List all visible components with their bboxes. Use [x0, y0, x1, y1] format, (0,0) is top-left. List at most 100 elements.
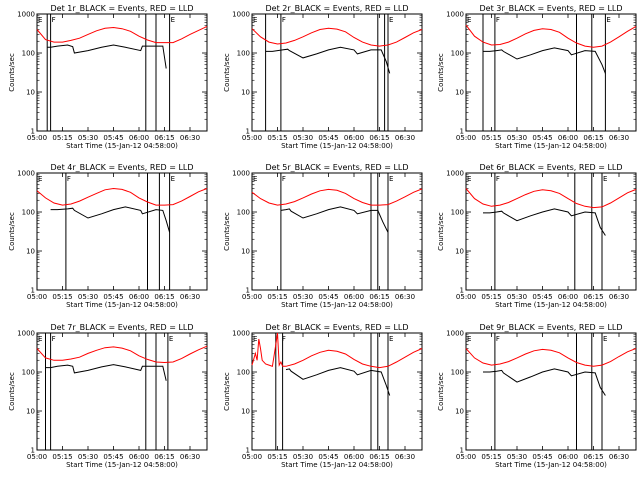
x-tick-label: 05:15: [52, 134, 72, 142]
chart-title: Det 6r_BLACK = Events, RED = LLD: [479, 163, 622, 172]
chart-title: Det 3r_BLACK = Events, RED = LLD: [479, 4, 622, 13]
x-tick-label: 05:30: [78, 453, 98, 461]
y-tick-label: 1: [31, 287, 35, 295]
x-tick-label: 05:45: [318, 293, 338, 301]
detector-chart-6: Det 6r_BLACK = Events, RED = LLD 1 10 100 10…: [437, 163, 637, 309]
y-tick-label: 1000: [232, 11, 250, 19]
y-tick-label: 1: [460, 447, 464, 455]
y-tick-label: 1: [31, 128, 35, 136]
events-rate-line: [45, 364, 167, 381]
flag-marker: E: [253, 175, 257, 183]
y-tick-label: 1: [460, 128, 464, 136]
events-rate-line: [285, 367, 391, 396]
x-tick-label: 05:30: [78, 293, 98, 301]
plot-frame: [251, 13, 423, 132]
y-tick-label: 10: [455, 248, 464, 256]
flag-marker: F: [282, 16, 286, 24]
x-tick-label: 05:45: [318, 134, 338, 142]
lld-rate-line: [251, 27, 423, 47]
y-tick-label: 10: [26, 408, 35, 416]
x-tick-label: 06:00: [129, 134, 149, 142]
x-tick-label: 06:30: [395, 134, 415, 142]
y-tick-label: 1000: [17, 11, 35, 19]
flag-marker: F: [52, 335, 56, 343]
flag-marker: F: [496, 335, 500, 343]
flag-marker: E: [253, 16, 257, 24]
y-tick-label: 10: [455, 89, 464, 97]
x-tick-label: 05:00: [27, 293, 47, 301]
x-axis-label: Start Time (15-Jan-12 04:58:00): [281, 461, 393, 469]
y-tick-label: 1000: [446, 330, 464, 338]
y-tick-label: 10: [241, 248, 250, 256]
x-tick-label: 06:15: [369, 293, 389, 301]
flag-marker: E: [389, 335, 393, 343]
x-tick-label: 06:00: [344, 453, 364, 461]
chart-title: Det 7r_BLACK = Events, RED = LLD: [50, 323, 193, 332]
detector-chart-2: Det 2r_BLACK = Events, RED = LLD 1 10 100 10…: [223, 4, 423, 150]
x-tick-label: 05:45: [103, 453, 123, 461]
flag-marker: F: [496, 16, 500, 24]
x-tick-label: 06:15: [369, 134, 389, 142]
x-tick-label: 05:30: [293, 293, 313, 301]
x-tick-label: 06:00: [344, 293, 364, 301]
x-tick-label: 05:00: [456, 293, 476, 301]
lld-rate-line: [36, 345, 208, 364]
flag-marker: E: [467, 16, 471, 24]
x-tick-label: 06:00: [558, 453, 578, 461]
x-tick-label: 05:15: [481, 134, 501, 142]
x-tick-label: 05:30: [507, 453, 527, 461]
x-tick-label: 06:00: [344, 134, 364, 142]
y-tick-label: 1: [246, 447, 250, 455]
flag-marker: E: [467, 335, 471, 343]
y-tick-label: 100: [451, 50, 464, 58]
events-rate-line: [47, 44, 167, 69]
x-tick-label: 06:30: [395, 453, 415, 461]
x-tick-label: 05:00: [27, 134, 47, 142]
y-axis-label: Counts/sec: [223, 212, 231, 251]
y-tick-label: 10: [455, 408, 464, 416]
x-tick-label: 05:00: [456, 134, 476, 142]
y-tick-label: 1000: [446, 11, 464, 19]
x-tick-label: 05:15: [267, 134, 287, 142]
x-tick-label: 06:30: [609, 293, 629, 301]
flag-marker: E: [169, 335, 173, 343]
x-tick-label: 05:15: [481, 293, 501, 301]
x-tick-label: 05:30: [293, 134, 313, 142]
x-tick-label: 05:45: [532, 293, 552, 301]
x-tick-label: 06:30: [609, 453, 629, 461]
x-tick-label: 05:15: [481, 453, 501, 461]
x-tick-label: 05:30: [507, 134, 527, 142]
flag-marker: F: [496, 175, 500, 183]
x-tick-label: 06:15: [369, 453, 389, 461]
x-tick-label: 06:00: [129, 453, 149, 461]
flag-marker: F: [282, 175, 286, 183]
events-rate-line: [483, 208, 606, 236]
x-tick-label: 05:45: [103, 134, 123, 142]
x-tick-label: 06:15: [583, 134, 603, 142]
y-axis-label: Counts/sec: [437, 212, 445, 251]
x-tick-label: 05:30: [78, 134, 98, 142]
y-tick-label: 1000: [17, 330, 35, 338]
y-axis-label: Counts/sec: [8, 53, 16, 92]
chart-title: Det 8r_BLACK = Events, RED = LLD: [265, 323, 408, 332]
chart-title: Det 2r_BLACK = Events, RED = LLD: [265, 4, 408, 13]
chart-title: Det 1r_BLACK = Events, RED = LLD: [50, 4, 193, 13]
x-axis-label: Start Time (15-Jan-12 04:58:00): [495, 301, 607, 309]
flag-marker: E: [389, 16, 393, 24]
x-tick-label: 06:15: [154, 293, 174, 301]
flag-marker: F: [52, 16, 56, 24]
y-tick-label: 10: [26, 89, 35, 97]
y-axis-label: Counts/sec: [8, 212, 16, 251]
x-tick-label: 06:15: [154, 453, 174, 461]
flag-marker: E: [467, 175, 471, 183]
flag-marker: E: [603, 335, 607, 343]
x-tick-label: 05:30: [293, 453, 313, 461]
y-tick-label: 1000: [232, 170, 250, 178]
x-tick-label: 06:30: [180, 134, 200, 142]
x-tick-label: 05:00: [242, 134, 262, 142]
flag-marker: F: [67, 175, 71, 183]
y-tick-label: 100: [237, 369, 250, 377]
x-tick-label: 05:15: [267, 293, 287, 301]
lld-rate-line: [465, 188, 637, 209]
